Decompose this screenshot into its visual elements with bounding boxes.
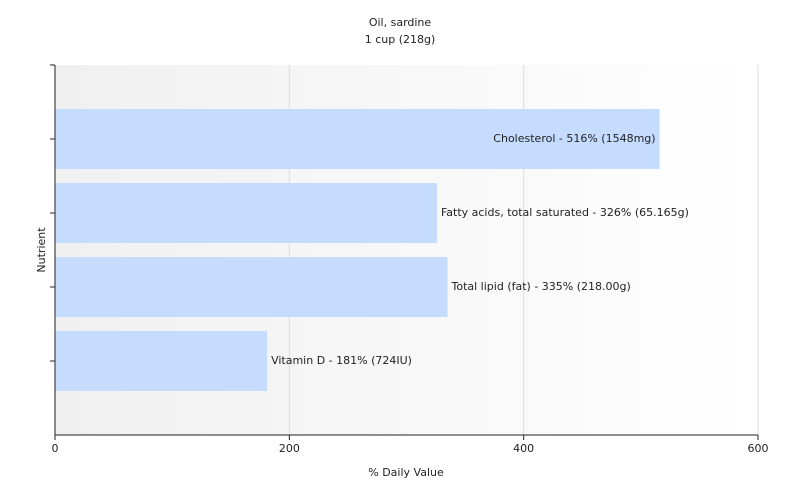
data-label: Vitamin D - 181% (724IU) xyxy=(271,354,412,367)
x-tick-label: 200 xyxy=(279,442,300,455)
x-tick-label: 600 xyxy=(748,442,769,455)
chart-title: Oil, sardine xyxy=(369,16,432,29)
bar xyxy=(55,183,437,243)
x-tick-label: 0 xyxy=(52,442,59,455)
data-label: Fatty acids, total saturated - 326% (65.… xyxy=(441,206,689,219)
bar xyxy=(55,331,268,391)
bar xyxy=(55,109,660,169)
x-axis-label: % Daily Value xyxy=(368,466,444,479)
data-label: Cholesterol - 516% (1548mg) xyxy=(493,132,655,145)
bar xyxy=(55,257,448,317)
chart-subtitle: 1 cup (218g) xyxy=(365,33,436,46)
data-label: Total lipid (fat) - 335% (218.00g) xyxy=(451,280,631,293)
x-tick-label: 400 xyxy=(513,442,534,455)
y-axis-label: Nutrient xyxy=(35,227,48,273)
